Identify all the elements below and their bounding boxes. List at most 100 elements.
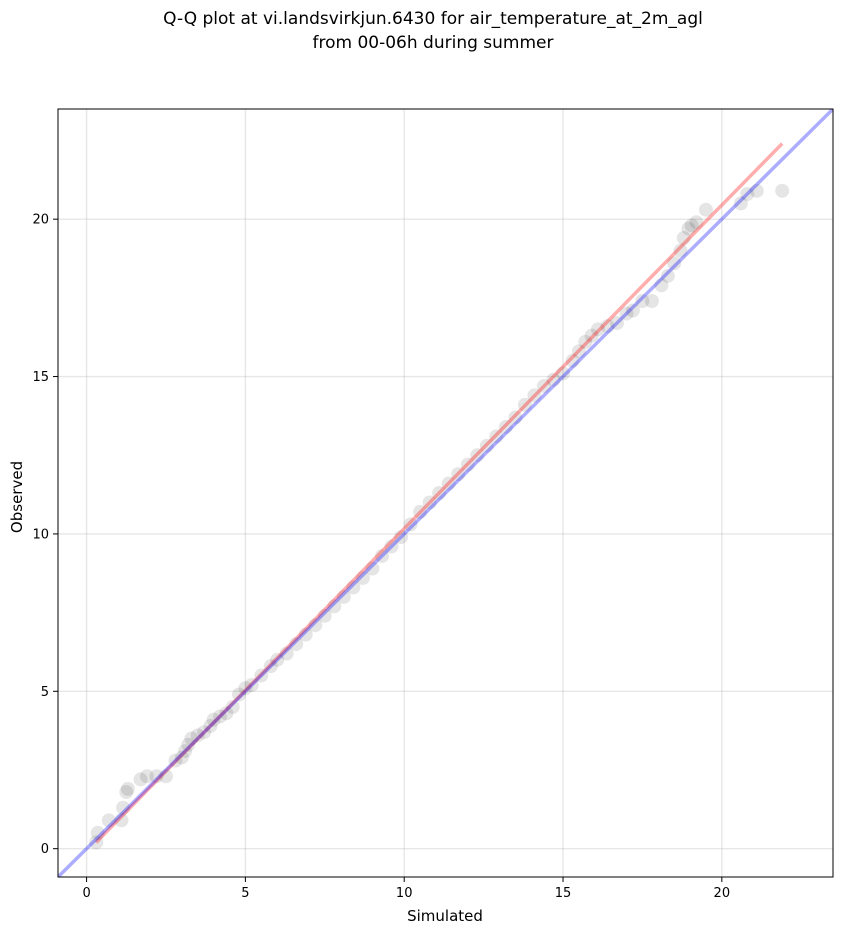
data-point [536,378,551,393]
data-point [355,570,370,585]
data-point [619,306,634,321]
plot-frame [57,108,834,878]
data-point [365,561,380,576]
data-point [460,457,475,472]
grid-layer [58,109,833,877]
data-point [733,196,748,211]
data-point [101,813,116,828]
y-tick-label: 10 [32,527,49,542]
data-point [133,772,148,787]
data-point [673,243,688,258]
data-point [219,706,234,721]
data-point [270,652,285,667]
data-point [684,218,699,233]
data-point [689,215,704,230]
y-tick-label: 5 [41,685,49,700]
data-point [590,322,605,337]
data-point [578,334,593,349]
data-point [527,388,542,403]
data-point [584,328,599,343]
data-point [244,678,259,692]
x-axis-label: Simulated [407,907,483,925]
data-point [203,718,218,733]
data-point [317,608,332,623]
data-point [422,495,437,510]
data-point [489,429,504,444]
data-point [263,659,278,674]
data-point [90,825,105,840]
data-point [681,221,696,236]
data-point [346,580,361,595]
data-point [394,530,409,545]
data-point [149,769,164,784]
tick-layer: 0 5 10 15 20 0 5 10 15 20 [32,213,730,901]
data-point [181,737,196,752]
data-point [654,278,669,293]
data-point [327,599,342,614]
data-point [279,646,294,661]
y-axis-label: Observed [8,461,26,533]
data-point [775,183,790,198]
data-point [116,800,131,815]
x-tick-label: 5 [241,886,249,901]
data-point [432,486,447,500]
data-point [749,183,764,198]
data-point [119,785,134,800]
data-point [197,725,212,740]
series-layer [58,109,833,877]
data-point [212,709,227,724]
data-point [556,366,571,381]
blue-reference-line [58,109,833,877]
data-point [308,618,323,633]
chart-title-line-1: Q-Q plot at vi.landsvirkjun.6430 for air… [163,9,703,29]
data-point [676,231,691,246]
data-point [190,728,205,743]
data-point [635,294,650,308]
y-tick-label: 15 [32,370,49,385]
data-point [508,410,523,425]
data-point [232,687,247,702]
data-point [600,319,615,334]
data-point [336,589,351,604]
data-point [139,769,154,784]
data-point [298,627,313,642]
data-point [517,397,532,412]
data-point [225,700,240,715]
data-point [178,744,193,759]
data-point [479,438,494,453]
data-point [289,637,304,652]
data-point [184,731,199,746]
data-point [89,835,104,850]
data-point [644,294,659,308]
y-tick-label: 0 [41,842,49,857]
data-point [571,344,586,359]
x-tick-label: 20 [714,886,731,901]
data-point [413,504,428,519]
data-point [610,316,625,331]
y-tick-label: 20 [32,213,49,228]
data-point [451,467,466,482]
red-fit-line [94,142,784,844]
data-point [254,668,269,683]
data-point [206,712,221,727]
data-point [403,517,418,532]
data-point [374,548,389,563]
data-point [158,769,173,784]
data-point [667,256,682,271]
data-point [660,268,675,283]
chart-title-line-2: from 00-06h during summer [313,33,554,53]
data-point [625,303,640,318]
x-tick-label: 10 [396,886,413,901]
data-point [168,753,183,768]
data-point [740,186,755,201]
x-tick-label: 0 [82,886,90,901]
data-point [238,681,253,696]
data-point [114,813,129,828]
data-point [498,419,513,434]
data-point [470,448,485,463]
data-point [546,372,561,387]
data-point [565,353,580,368]
x-tick-label: 15 [555,886,572,901]
